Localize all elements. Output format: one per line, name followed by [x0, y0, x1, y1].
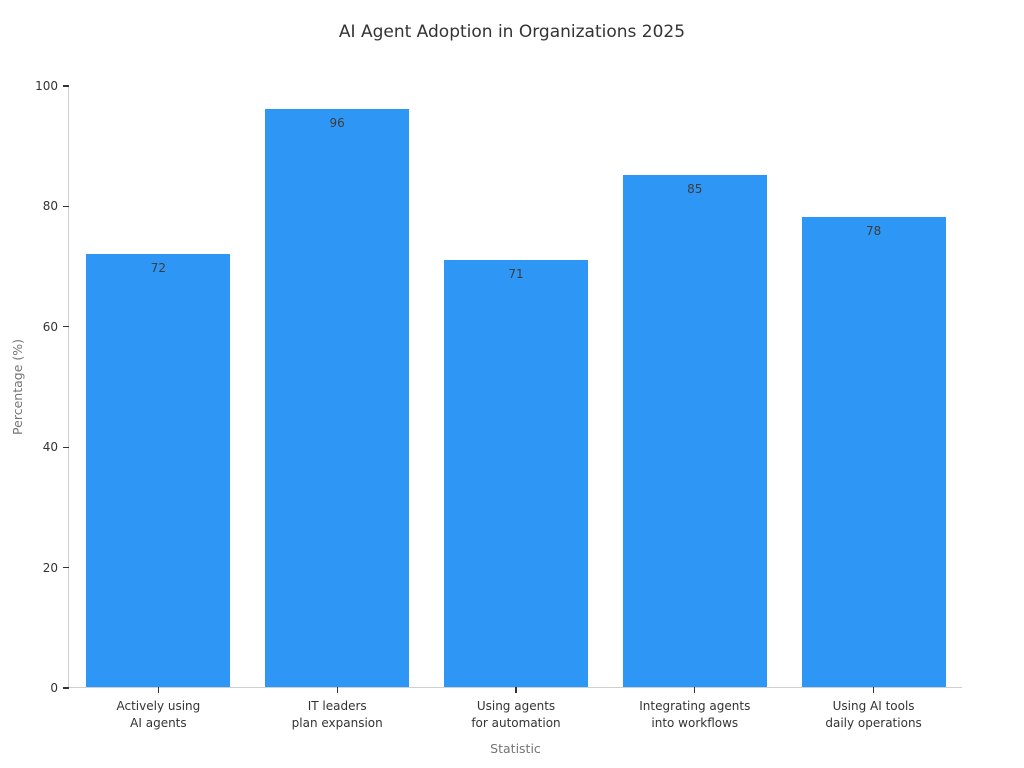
x-tick-mark [336, 687, 338, 693]
bar-value-label: 72 [150, 260, 167, 275]
y-tick-label: 80 [42, 199, 58, 214]
y-tick-label: 0 [50, 681, 58, 695]
plot-area: Percentage (%) Statistic 0 20 40 60 80 100 72 A… [10, 79, 962, 756]
x-tick-mark [515, 687, 517, 693]
y-tick-mark [63, 687, 69, 689]
x-tick-label: Using AI tools daily operations [825, 699, 922, 731]
y-axis-title-wrap: Percentage (%) [10, 86, 25, 687]
y-tick-label: 20 [42, 560, 58, 575]
x-tick-label: Actively using AI agents [116, 699, 201, 731]
bar-1 [265, 109, 410, 687]
bar-value-label: 71 [508, 266, 524, 281]
bar-0 [86, 253, 231, 687]
y-tick-label: 60 [42, 319, 58, 334]
y-tick-mark [63, 85, 69, 87]
x-tick-mark [694, 687, 696, 693]
bar-value-label: 96 [329, 116, 345, 131]
bar-3 [622, 175, 767, 687]
y-axis-title: Percentage (%) [10, 338, 25, 435]
y-tick-mark [63, 205, 69, 207]
chart-title: AI Agent Adoption in Organizations 2025 [338, 22, 686, 42]
x-tick-mark [157, 687, 159, 693]
x-tick-label: Using agents for automation [471, 699, 561, 731]
bar-value-label: 78 [865, 224, 882, 239]
x-tick-label: Integrating agents into workflows [639, 699, 751, 731]
y-tick-mark [63, 567, 69, 569]
bar-2 [444, 259, 588, 687]
y-tick-mark [63, 326, 69, 328]
bar-value-label: 85 [687, 182, 703, 197]
x-axis-title: Statistic [490, 741, 541, 756]
y-tick-label: 40 [42, 440, 58, 455]
y-tick-mark [63, 446, 69, 448]
x-tick-mark [873, 687, 875, 693]
x-tick-label: IT leaders plan expansion [291, 699, 383, 731]
bar-4 [801, 217, 946, 687]
y-tick-label: 100 [35, 79, 58, 93]
